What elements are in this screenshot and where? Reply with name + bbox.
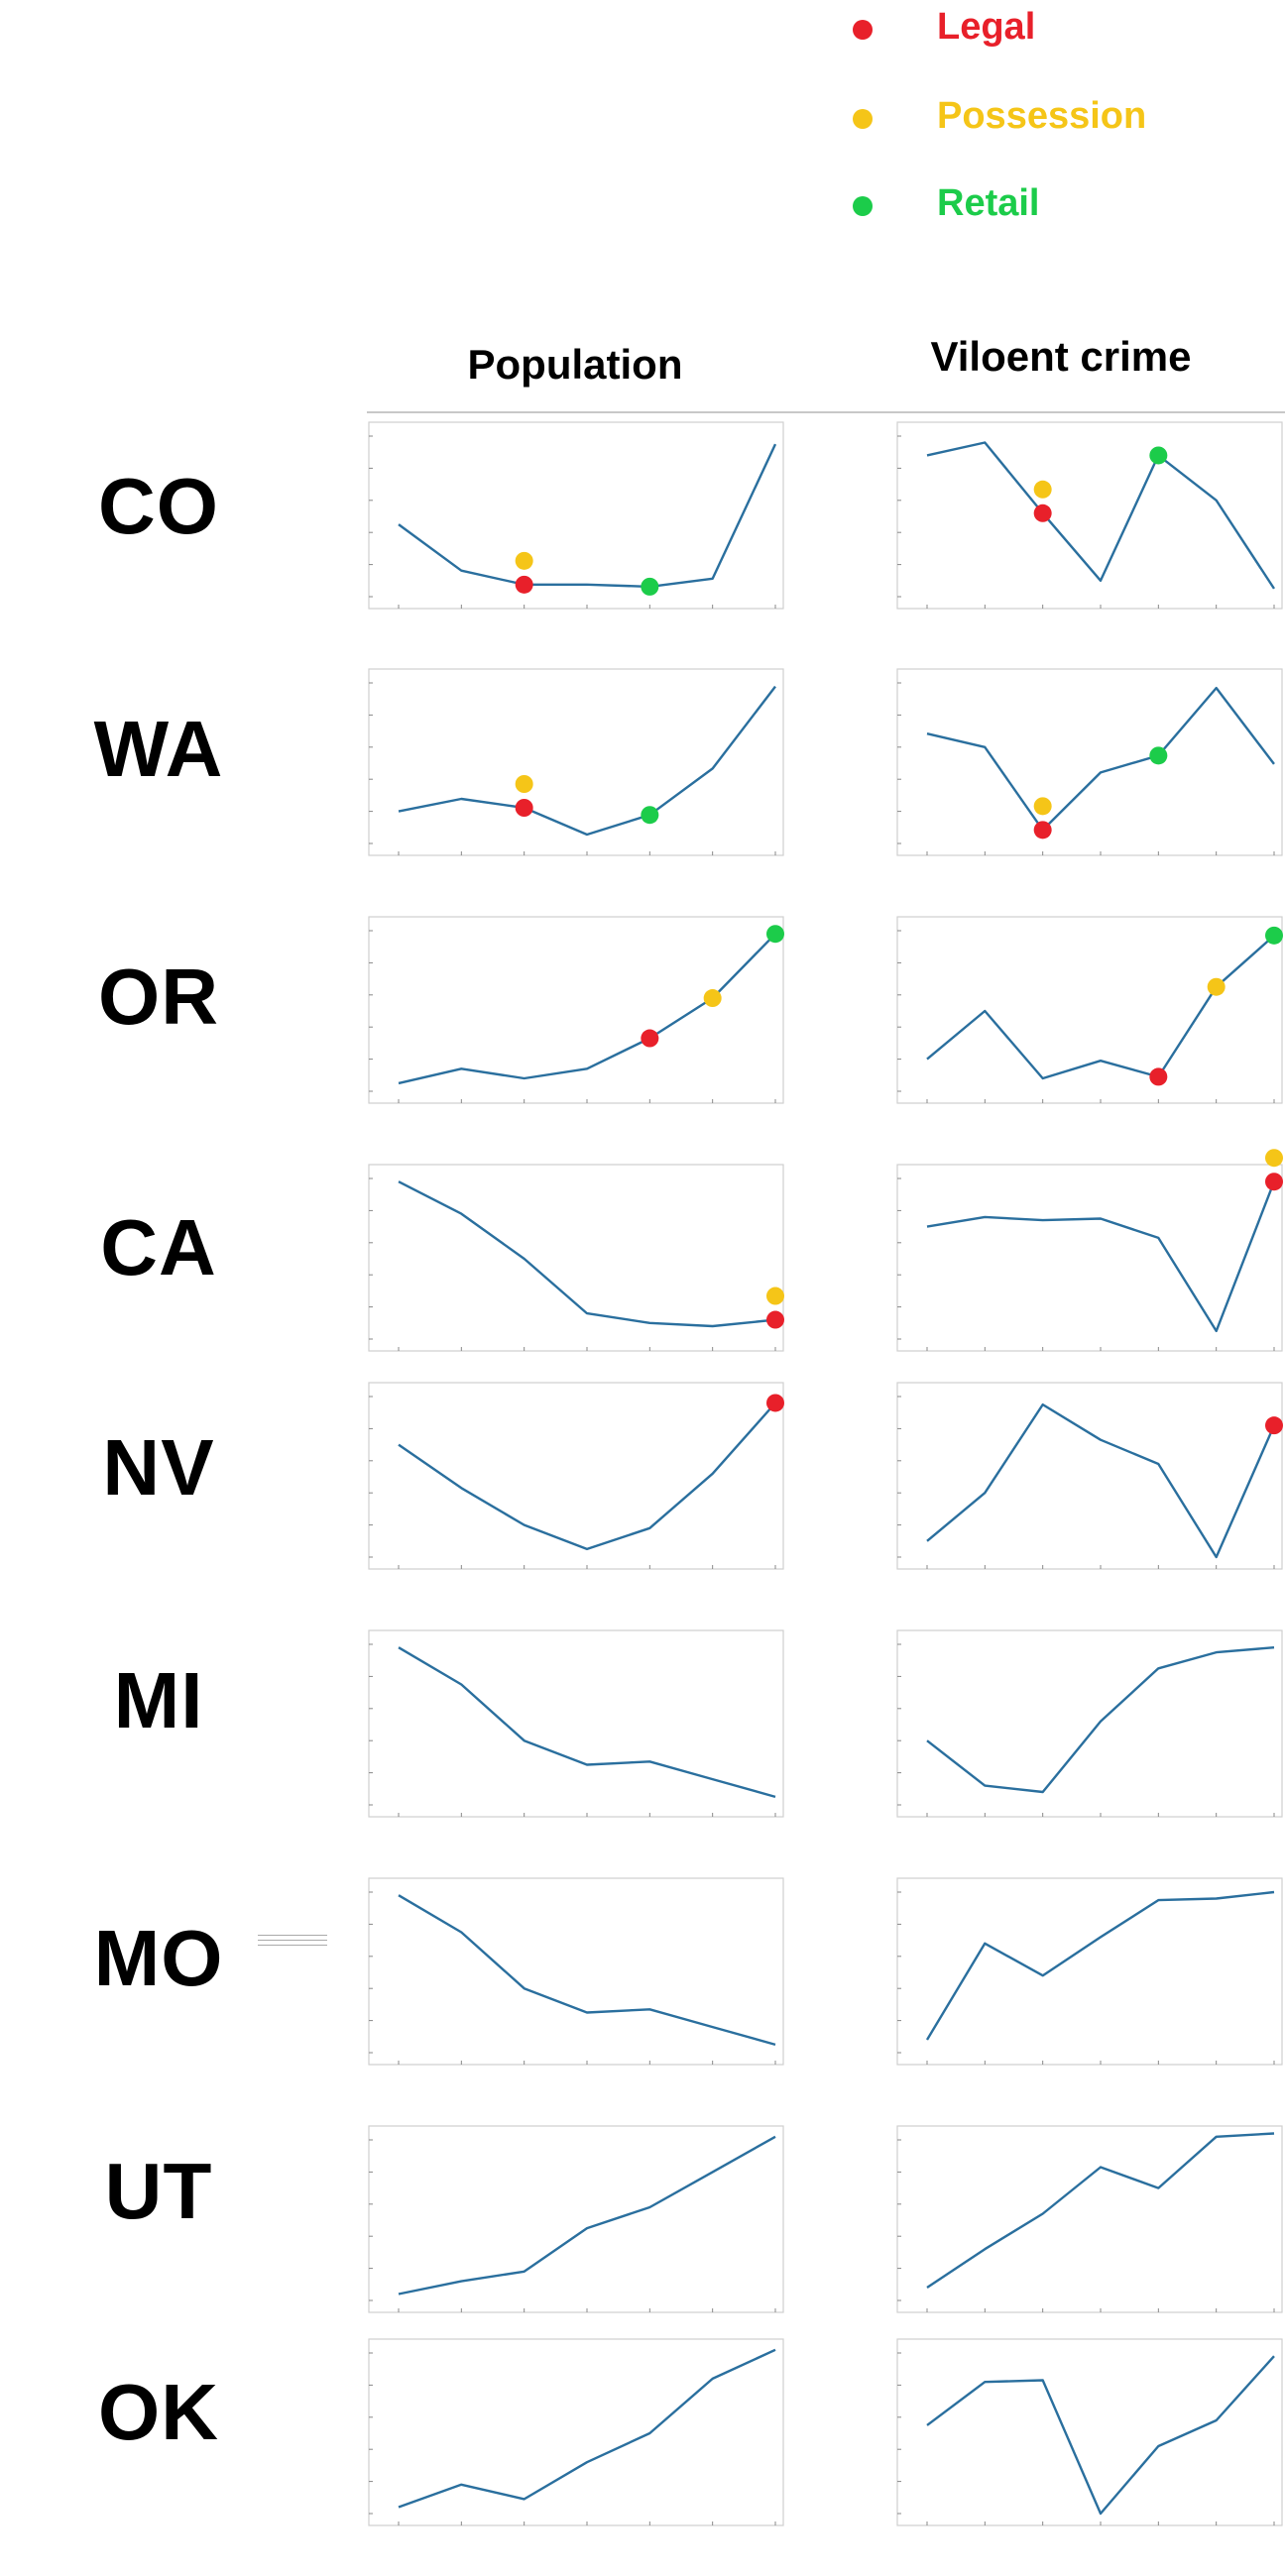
retail-marker [1149,746,1168,765]
state-label-ca: CA [100,1203,217,1291]
legal-marker [515,799,533,817]
chart-or-crime [896,916,1283,1104]
plot-frame [896,1629,1283,1818]
chart-mi-crime [896,1629,1283,1818]
legal-marker [1265,1416,1283,1435]
chart-wa-population [368,668,784,856]
retail-marker [1265,926,1283,945]
state-label-wa: WA [93,705,224,793]
legal-marker [641,1029,659,1048]
plot-frame [896,1382,1283,1570]
retail-marker [641,577,659,596]
plot-frame [368,916,784,1104]
series-line [926,441,1276,590]
series-line [926,686,1275,832]
series-line [398,2348,776,2509]
plot-frame [368,1164,784,1352]
series-line [398,1646,776,1799]
legend-label-possession: Possession [937,95,1147,137]
legal-marker [1265,1173,1283,1191]
state-label-mi: MI [113,1656,204,1744]
series-line [398,933,776,1085]
legend-label-legal: Legal [937,6,1036,48]
plot-frame [368,421,784,610]
chart-ut-population [368,2125,784,2313]
chart-ca-population [368,1164,784,1352]
plot-frame [368,1382,784,1570]
plot-frame [368,668,784,856]
chart-co-population [368,421,784,610]
legal-marker [1149,1067,1168,1086]
retail-marker [641,806,659,825]
plot-frame [896,1164,1283,1352]
series-line [398,2135,776,2296]
legend-dot-legal [853,20,873,40]
retail-marker [1149,446,1168,465]
possession-marker [515,775,533,793]
state-label-or: OR [98,952,219,1041]
plot-frame [368,1877,784,2066]
chart-mi-population [368,1629,784,1818]
chart-mo-crime [896,1877,1283,2066]
series-line [398,1180,776,1328]
series-line [926,2132,1275,2289]
legend-dot-possession [853,109,873,129]
plot-frame [896,916,1283,1104]
chart-or-population [368,916,784,1104]
plot-frame [368,1629,784,1818]
possession-marker [1033,797,1052,816]
series-line [925,1890,1275,2041]
state-label-ok: OK [98,2368,219,2456]
legal-marker [766,1310,784,1329]
series-line [398,1401,776,1551]
plot-frame [896,2125,1283,2313]
chart-wa-crime [896,668,1283,856]
plot-frame [368,2338,784,2526]
header-divider [367,411,1285,413]
legend-label-retail: Retail [937,182,1040,224]
plot-frame [896,421,1283,610]
series-line [926,1646,1275,1794]
legend-dot-retail [853,196,873,216]
chart-nv-population [368,1382,784,1570]
retail-marker [766,925,784,944]
series-line [926,2355,1275,2516]
plot-frame [896,2338,1283,2526]
possession-marker [703,989,722,1008]
state-label-nv: NV [102,1423,215,1512]
chart-ut-crime [896,2125,1283,2313]
possession-marker [1207,977,1226,996]
series-line [926,1180,1276,1333]
possession-marker [766,1287,784,1305]
legal-marker [766,1394,784,1412]
chart-ok-population [368,2338,784,2526]
plot-frame [896,668,1283,856]
decorative-dashes [258,1935,327,1951]
state-label-co: CO [98,462,219,550]
series-line [398,443,777,589]
chart-nv-crime [896,1382,1283,1570]
series-line [398,1894,776,2047]
chart-co-crime [896,421,1283,610]
legal-marker [515,575,533,594]
possession-marker [1265,1149,1283,1168]
possession-marker [1033,480,1052,499]
state-label-ut: UT [104,2147,213,2235]
legend: Legal Possession Retail [853,0,1249,238]
state-label-mo: MO [93,1914,224,2002]
possession-marker [515,551,533,570]
population-column-header: Population [467,341,683,388]
chart-ca-crime [896,1149,1283,1352]
chart-mo-population [368,1877,784,2066]
series-line [926,1402,1276,1559]
series-line [398,685,776,837]
plot-frame [368,2125,784,2313]
legal-marker [1033,504,1052,522]
series-line [926,935,1275,1080]
legal-marker [1033,821,1052,840]
plot-frame [896,1877,1283,2066]
crime-column-header: Viloent crime [930,333,1192,380]
chart-ok-crime [896,2338,1283,2526]
